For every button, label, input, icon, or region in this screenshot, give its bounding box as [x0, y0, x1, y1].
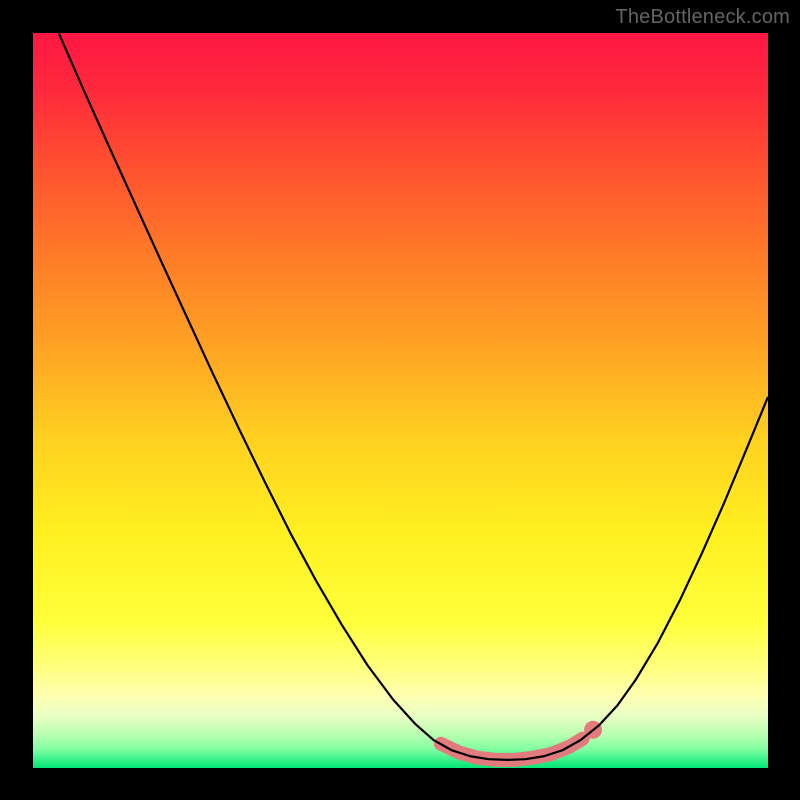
watermark: TheBottleneck.com [615, 6, 790, 29]
gradient-background [33, 33, 768, 768]
plot-area [33, 33, 768, 768]
